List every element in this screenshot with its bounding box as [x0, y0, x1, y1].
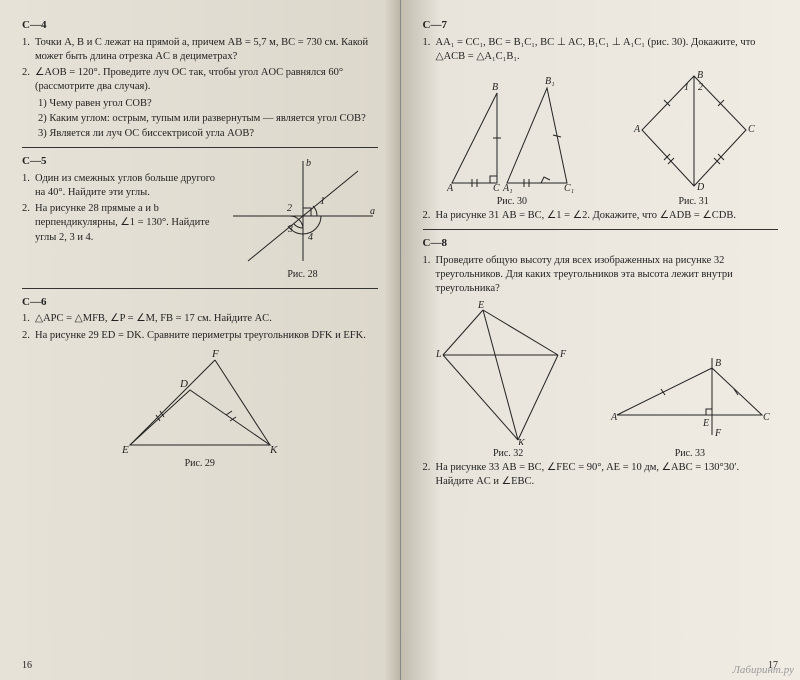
svg-text:B: B — [697, 70, 703, 81]
item-text: На рисунке 28 прямые a и b перпендикуляр… — [35, 202, 222, 245]
svg-text:E: E — [702, 418, 709, 429]
divider — [423, 229, 779, 230]
svg-text:E: E — [121, 444, 129, 455]
svg-text:1: 1 — [320, 196, 325, 207]
item-num: 2. — [22, 66, 35, 94]
sub-item: 1) Чему равен угол COB? — [22, 97, 378, 111]
section-c8: С—8 1.Проведите общую высоту для всех из… — [423, 236, 779, 489]
svg-text:A: A — [446, 183, 454, 193]
item-text: AA₁ = CC₁, BC = B₁C₁, BC ⊥ AC, B₁C₁ ⊥ A₁… — [436, 36, 779, 64]
sec-title: С—5 — [22, 154, 222, 169]
section-c6: С—6 1.△APC = △MFB, ∠P = ∠M, FB = 17 см. … — [22, 295, 378, 471]
svg-text:K: K — [517, 438, 526, 445]
svg-text:C: C — [748, 124, 755, 135]
svg-text:C: C — [493, 183, 500, 193]
svg-text:L: L — [435, 349, 442, 360]
figure-33: A C B EF — [607, 350, 772, 445]
item-text: ∠AOB = 120°. Проведите луч OC так, чтобы… — [35, 66, 378, 94]
section-c4: С—4 1.Точки A, B и C лежат на прямой a, … — [22, 18, 378, 141]
watermark: Лабиринт.ру — [732, 664, 794, 676]
svg-text:F: F — [714, 428, 722, 439]
figure-caption: Рис. 30 — [437, 195, 587, 209]
sec-title: С—4 — [22, 18, 378, 33]
section-c5: С—5 1.Один из смежных углов больше друго… — [22, 154, 378, 282]
svg-text:E: E — [477, 300, 484, 311]
svg-text:b: b — [306, 158, 311, 169]
svg-text:F: F — [559, 349, 567, 360]
item-text: На рисунке 29 ED = DK. Сравните периметр… — [35, 329, 378, 343]
figure-caption: Рис. 31 — [624, 195, 764, 209]
item-text: △APC = △MFB, ∠P = ∠M, FB = 17 см. Найдит… — [35, 312, 378, 326]
svg-text:3: 3 — [287, 224, 293, 235]
svg-text:1: 1 — [684, 82, 689, 93]
figure-28: b a 1 2 3 4 — [228, 156, 378, 266]
sec-title: С—8 — [423, 236, 779, 251]
svg-text:F: F — [211, 348, 219, 360]
item-text: На рисунке 33 AB = BC, ∠FEC = 90°, AE = … — [436, 461, 779, 489]
svg-text:a: a — [370, 206, 375, 217]
svg-text:A₁: A₁ — [502, 183, 513, 193]
svg-text:D: D — [696, 182, 705, 193]
figure-caption: Рис. 29 — [22, 457, 378, 471]
figure-30: A C B A₁ C₁ B₁ — [437, 68, 587, 193]
book-spread: С—4 1.Точки A, B и C лежат на прямой a, … — [0, 0, 800, 680]
item-text: Точки A, B и C лежат на прямой a, причем… — [35, 36, 378, 64]
svg-text:2: 2 — [698, 82, 703, 93]
sec-title: С—7 — [423, 18, 779, 33]
section-c7: С—7 1.AA₁ = CC₁, BC = B₁C₁, BC ⊥ AC, B₁C… — [423, 18, 779, 223]
figure-caption: Рис. 28 — [228, 268, 378, 282]
item-text: Проведите общую высоту для всех изображе… — [436, 254, 779, 297]
item-num: 1. — [22, 36, 35, 64]
svg-text:B₁: B₁ — [545, 76, 555, 87]
page-number: 16 — [22, 659, 32, 673]
item-text: На рисунке 31 AB = BC, ∠1 = ∠2. Докажите… — [436, 209, 779, 223]
figure-caption: Рис. 32 — [428, 447, 588, 461]
divider — [22, 147, 378, 148]
svg-text:B: B — [492, 82, 498, 93]
svg-text:C₁: C₁ — [564, 183, 574, 193]
svg-text:B: B — [715, 358, 721, 369]
item-text: Один из смежных углов больше другого на … — [35, 172, 222, 200]
page-left: С—4 1.Точки A, B и C лежат на прямой a, … — [0, 0, 400, 680]
page-right: С—7 1.AA₁ = CC₁, BC = B₁C₁, BC ⊥ AC, B₁C… — [400, 0, 800, 680]
figure-29: F D E K — [100, 345, 300, 455]
divider — [22, 288, 378, 289]
figure-32: E L F K — [428, 300, 588, 445]
figure-caption: Рис. 33 — [607, 447, 772, 461]
svg-text:4: 4 — [308, 232, 313, 243]
svg-text:A: A — [633, 124, 641, 135]
figure-31: B A C D 12 — [624, 68, 764, 193]
sec-title: С—6 — [22, 295, 378, 310]
svg-text:K: K — [269, 444, 278, 455]
svg-text:C: C — [763, 412, 770, 423]
sub-item: 2) Каким углом: острым, тупым или развер… — [22, 112, 378, 126]
svg-text:2: 2 — [287, 203, 292, 214]
svg-text:A: A — [610, 412, 618, 423]
sub-item: 3) Является ли луч OC биссектрисой угла … — [22, 127, 378, 141]
svg-text:D: D — [179, 378, 188, 390]
